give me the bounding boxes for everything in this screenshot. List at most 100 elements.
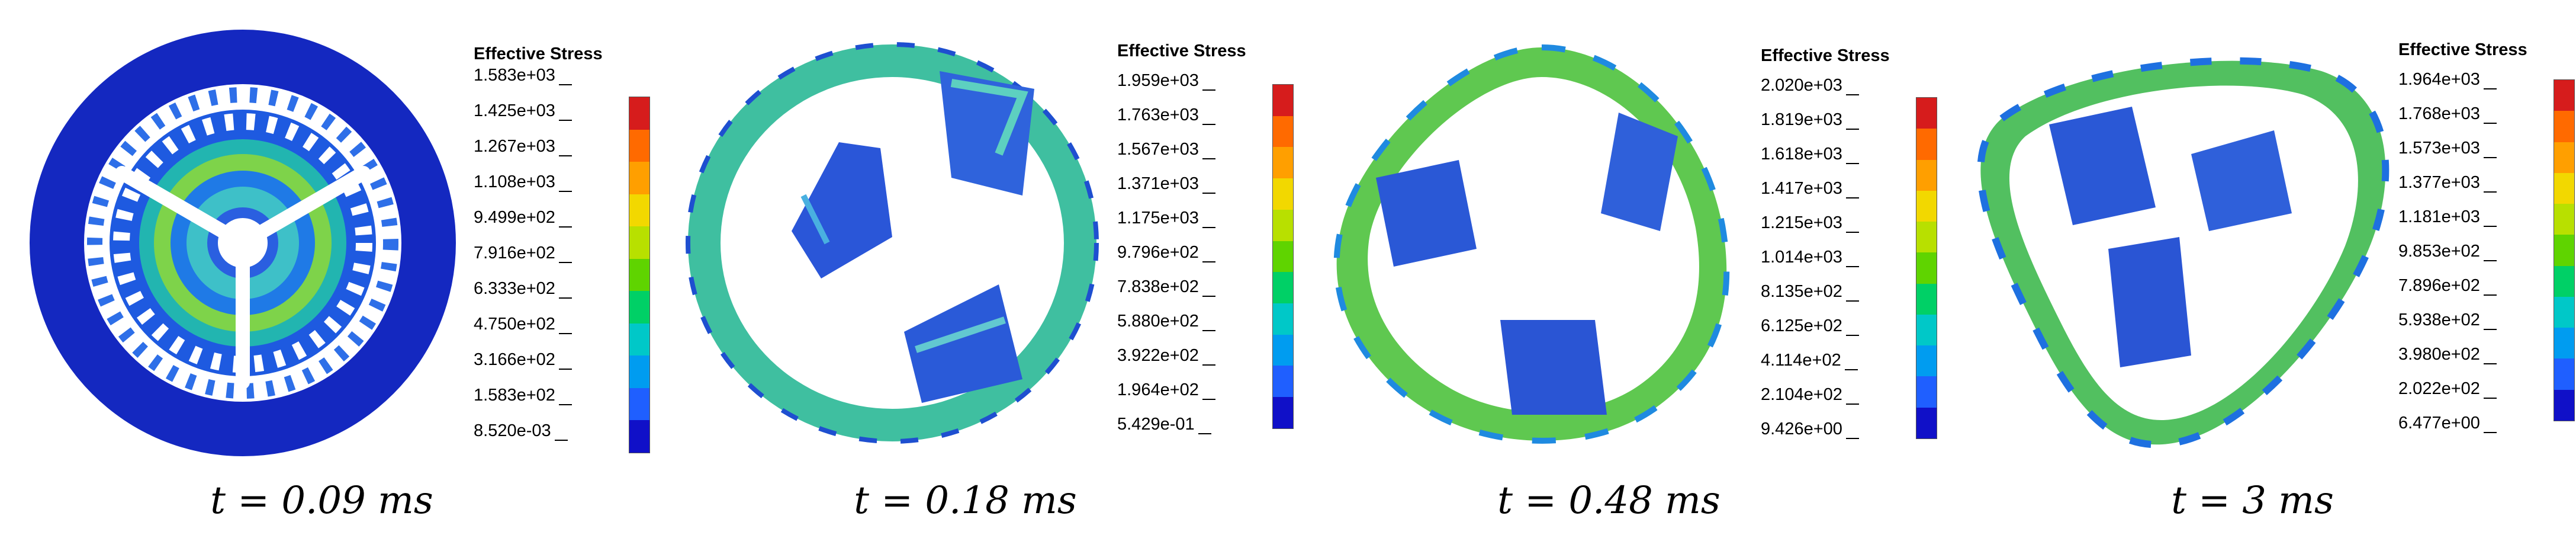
colorbar-segment <box>1916 129 1937 160</box>
stress-figure-deforming-ring <box>686 42 1099 444</box>
legend-tick: 5.880e+02 <box>1117 313 1215 331</box>
colorbar-segment <box>629 97 649 130</box>
colorbar-segment <box>1916 407 1937 438</box>
time-caption: t = 0.48 ms <box>1497 479 1720 523</box>
colorbar-segment <box>1273 178 1293 210</box>
legend-tick: 5.938e+02 <box>2398 312 2497 330</box>
colorbar <box>2554 79 2575 421</box>
colorbar-segment <box>629 291 649 324</box>
legend-title: Effective Stress <box>2398 40 2527 59</box>
legend-tick: 2.020e+03 <box>1761 77 1859 95</box>
colorbar-segment <box>629 323 649 356</box>
legend-tick: 1.959e+03 <box>1117 72 1215 91</box>
panel-t-0-18: Effective Stress 1.959e+03 1.763e+03 1.5… <box>644 0 1294 554</box>
legend-tick: 1.819e+03 <box>1761 111 1859 130</box>
colorbar-segment <box>1273 85 1293 116</box>
time-caption: t = 0.18 ms <box>854 479 1077 523</box>
colorbar-segment <box>2554 172 2574 204</box>
legend-tick: 1.014e+03 <box>1761 249 1859 267</box>
colorbar-legend: Effective Stress 1.964e+03 1.768e+03 1.5… <box>2398 40 2576 455</box>
legend-tick: 1.417e+03 <box>1761 180 1859 198</box>
panel-t-3: Effective Stress 1.964e+03 1.768e+03 1.5… <box>1931 0 2576 554</box>
stress-figure-triangular-ring <box>1333 44 1730 444</box>
colorbar-segment <box>1916 314 1937 346</box>
colorbar-segment <box>2554 80 2574 111</box>
colorbar-segment <box>1916 376 1937 408</box>
legend-tick: 1.964e+02 <box>1117 382 1215 400</box>
legend-tick: 9.853e+02 <box>2398 243 2497 261</box>
colorbar-segment <box>1273 366 1293 398</box>
legend-tick: 1.618e+03 <box>1761 146 1859 164</box>
colorbar-segment <box>1916 283 1937 315</box>
legend-tick: 2.022e+02 <box>2398 380 2497 399</box>
legend-tick: 9.426e+00 <box>1761 421 1859 439</box>
legend-tick: 2.104e+02 <box>1761 386 1859 405</box>
legend-tick: 1.181e+03 <box>2398 209 2497 227</box>
colorbar-segment <box>1916 98 1937 129</box>
legend-tick: 6.333e+02 <box>474 280 572 299</box>
colorbar-legend: Effective Stress 2.020e+03 1.819e+03 1.6… <box>1761 46 1938 461</box>
legend-tick: 8.135e+02 <box>1761 283 1859 302</box>
colorbar-segment <box>1273 334 1293 366</box>
colorbar-segment <box>1273 272 1293 304</box>
time-caption: t = 0.09 ms <box>210 479 433 523</box>
colorbar-segment <box>1273 147 1293 179</box>
colorbar-segment <box>1916 190 1937 222</box>
legend-tick: 1.108e+03 <box>474 174 572 192</box>
legend-tick: 3.922e+02 <box>1117 347 1215 366</box>
colorbar-segment <box>1273 241 1293 273</box>
legend-tick: 8.520e-03 <box>474 422 568 441</box>
legend-tick: 3.980e+02 <box>2398 346 2497 364</box>
legend-tick: 1.371e+03 <box>1117 175 1215 194</box>
panel-t-0-09: Effective Stress 1.583e+03 1.425e+03 1.2… <box>0 0 650 554</box>
legend-tick: 1.425e+03 <box>474 103 572 121</box>
colorbar-segment <box>2554 389 2574 421</box>
colorbar-segment <box>629 420 649 453</box>
legend-tick: 6.125e+02 <box>1761 318 1859 336</box>
stress-figure-intact-wheel <box>30 30 456 456</box>
colorbar-segment <box>1273 209 1293 241</box>
colorbar <box>629 97 650 453</box>
colorbar-segment <box>1273 397 1293 428</box>
legend-tick: 1.583e+02 <box>474 387 572 405</box>
time-caption: t = 3 ms <box>2171 479 2334 523</box>
colorbar-segment <box>1916 252 1937 284</box>
colorbar-segment <box>1273 303 1293 335</box>
colorbar-legend: Effective Stress 1.959e+03 1.763e+03 1.5… <box>1117 41 1295 456</box>
legend-tick: 1.964e+03 <box>2398 71 2497 89</box>
colorbar-segment <box>2554 358 2574 390</box>
colorbar-segment <box>2554 235 2574 266</box>
colorbar-segment <box>629 129 649 162</box>
legend-tick: 1.768e+03 <box>2398 105 2497 124</box>
legend-tick: 1.573e+03 <box>2398 140 2497 158</box>
legend-tick: 4.750e+02 <box>474 316 572 334</box>
colorbar <box>1272 84 1294 429</box>
legend-tick: 9.499e+02 <box>474 209 572 228</box>
colorbar-segment <box>629 388 649 421</box>
colorbar <box>1916 97 1937 439</box>
legend-tick: 3.166e+02 <box>474 351 572 370</box>
legend-tick: 7.896e+02 <box>2398 277 2497 296</box>
legend-tick: 1.377e+03 <box>2398 174 2497 193</box>
legend-tick: 1.175e+03 <box>1117 210 1215 228</box>
colorbar-segment <box>1916 222 1937 253</box>
colorbar-segment <box>629 226 649 259</box>
legend-tick: 1.567e+03 <box>1117 141 1215 159</box>
legend-title: Effective Stress <box>1117 41 1246 60</box>
colorbar-segment <box>1273 116 1293 148</box>
colorbar-segment <box>2554 111 2574 142</box>
legend-tick: 6.477e+00 <box>2398 415 2497 433</box>
legend-tick: 1.763e+03 <box>1117 107 1215 125</box>
legend-tick: 5.429e-01 <box>1117 416 1211 434</box>
colorbar-segment <box>2554 296 2574 328</box>
panel-t-0-48: Effective Stress 2.020e+03 1.819e+03 1.6… <box>1287 0 1937 554</box>
legend-tick: 7.916e+02 <box>474 245 572 263</box>
colorbar-segment <box>2554 204 2574 235</box>
legend-tick: 4.114e+02 <box>1761 352 1858 370</box>
legend-tick: 1.215e+03 <box>1761 214 1859 233</box>
legend-tick: 7.838e+02 <box>1117 278 1215 297</box>
colorbar-segment <box>629 162 649 194</box>
colorbar-segment <box>1916 159 1937 191</box>
colorbar-segment <box>629 194 649 227</box>
colorbar-segment <box>629 258 649 292</box>
